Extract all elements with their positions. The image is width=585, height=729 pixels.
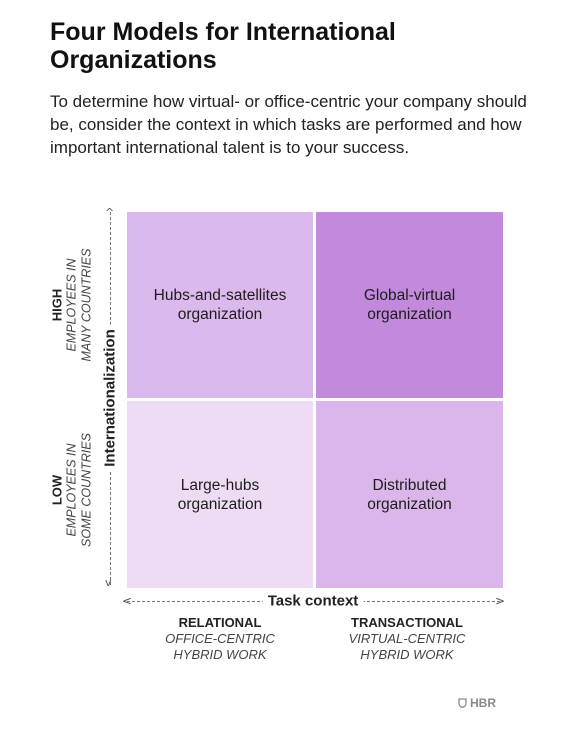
arrow-left-icon: < (122, 594, 133, 608)
quadrant-bottom-left: Large-hubs organization (127, 401, 313, 588)
y-axis-title: Internationalization (101, 325, 119, 471)
x-label-right-head: TRANSACTIONAL (351, 615, 463, 630)
brand-name: HBR (470, 696, 496, 710)
x-label-left-line2: HYBRID WORK (173, 647, 267, 662)
quadrant-top-left-label: Hubs-and-satellites organization (153, 287, 287, 323)
y-label-low-line2: SOME COUNTRIES (79, 433, 94, 547)
x-label-left-head: RELATIONAL (178, 615, 262, 630)
x-label-right-line2: HYBRID WORK (360, 647, 454, 662)
quadrant-bottom-right: Distributed organization (316, 401, 503, 588)
quadrant-grid: Hubs-and-satellites organization Global-… (127, 212, 503, 588)
quadrant-top-left: Hubs-and-satellites organization (127, 212, 313, 398)
x-label-right-line1: VIRTUAL-CENTRIC (348, 631, 466, 646)
y-label-low: LOW EMPLOYEES IN SOME COUNTRIES (50, 433, 95, 547)
y-label-high-line2: MANY COUNTRIES (79, 248, 94, 362)
quadrant-bottom-left-label: Large-hubs organization (177, 476, 263, 513)
y-label-high-head: HIGH (49, 288, 65, 322)
quadrant-bottom-right-label: Distributed organization (367, 476, 452, 513)
y-label-low-line1: EMPLOYEES IN (64, 443, 79, 537)
y-label-low-head: LOW (49, 474, 65, 506)
y-label-high: HIGH EMPLOYEES IN MANY COUNTRIES (50, 249, 95, 362)
arrow-up-icon: ^ (105, 206, 115, 219)
y-label-high-line1: EMPLOYEES IN (64, 258, 79, 352)
x-axis-title: Task context (262, 592, 364, 610)
x-label-left: RELATIONAL OFFICE-CENTRIC HYBRID WORK (127, 615, 313, 663)
quadrant-top-right: Global-virtual organization (316, 212, 503, 398)
page-subtitle: To determine how virtual- or office-cent… (50, 92, 527, 157)
shield-icon (458, 698, 467, 708)
brand-logo: HBR (458, 696, 496, 710)
x-label-right: TRANSACTIONAL VIRTUAL-CENTRIC HYBRID WOR… (314, 615, 500, 663)
arrow-down-icon: v (105, 576, 112, 589)
arrow-right-icon: > (495, 594, 506, 608)
quadrant-top-right-label: Global-virtual organization (363, 287, 456, 323)
x-label-left-line1: OFFICE-CENTRIC (165, 631, 275, 646)
page-title: Four Models for International Organizati… (50, 18, 396, 74)
